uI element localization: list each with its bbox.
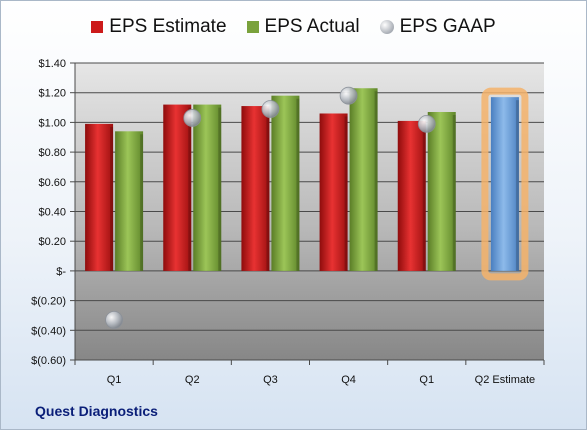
legend: EPS Estimate EPS Actual EPS GAAP [1, 16, 586, 38]
bar-eps-estimate-shade [344, 116, 348, 271]
legend-item-eps-actual: EPS Actual [246, 16, 360, 38]
x-tick-label: Q3 [263, 374, 278, 386]
bar-eps-estimate-shade [110, 126, 114, 271]
legend-item-eps-estimate: EPS Estimate [91, 16, 227, 38]
bar-eps-actual [271, 95, 300, 271]
y-tick-label: $(0.20) [31, 296, 66, 308]
bar-eps-actual-shade [374, 91, 378, 271]
legend-label-eps-gaap: EPS GAAP [399, 16, 496, 37]
legend-swatch-eps-gaap [379, 20, 394, 34]
y-tick-label: $(0.60) [31, 355, 66, 367]
y-tick-label: $1.20 [38, 88, 66, 100]
x-tick-label: Q4 [341, 374, 356, 386]
legend-swatch-eps-actual [246, 21, 259, 33]
x-tick-label: Q2 [185, 374, 200, 386]
bar-eps-actual [427, 112, 456, 271]
marker-eps-gaap [183, 109, 202, 127]
legend-label-eps-estimate: EPS Estimate [109, 16, 227, 37]
bar-eps-actual-shade [296, 98, 300, 271]
bar-eps-estimate [397, 120, 426, 271]
y-tick-label: $0.80 [38, 147, 66, 159]
legend-label-eps-actual: EPS Actual [264, 16, 360, 37]
y-tick-label: $0.60 [38, 177, 66, 189]
bar-eps-estimate-shade [266, 109, 270, 271]
company-name: Quest Diagnostics [35, 403, 158, 419]
x-tick-label: Q2 Estimate [475, 374, 536, 386]
highlight-glow [481, 87, 529, 281]
marker-eps-gaap [417, 114, 436, 133]
bar-eps-actual [193, 104, 222, 271]
bar-eps-estimate-shade [188, 107, 192, 271]
bar-eps-estimate-shade [422, 123, 426, 271]
y-tick-label: $1.40 [38, 58, 66, 70]
x-tick-label: Q1 [107, 374, 122, 386]
bar-eps-actual [349, 88, 378, 271]
marker-eps-gaap [339, 86, 358, 105]
bar-eps-estimate [319, 113, 348, 271]
bar-eps-estimate [241, 106, 270, 271]
bar-eps-estimate [85, 123, 114, 271]
bar-q2-estimate [490, 97, 519, 271]
y-tick-label: $(0.40) [31, 325, 66, 337]
x-tick-label: Q1 [419, 374, 434, 386]
marker-eps-gaap [105, 311, 123, 329]
bar-q2-estimate-shade [515, 100, 519, 271]
y-tick-label: $- [56, 266, 66, 278]
marker-eps-gaap [261, 100, 280, 118]
y-tick-label: $0.20 [38, 236, 66, 248]
bar-eps-actual-shade [140, 134, 144, 271]
bar-eps-actual-shade [452, 115, 456, 271]
bar-eps-estimate [163, 104, 192, 271]
bar-eps-actual-shade [218, 107, 222, 271]
y-tick-label: $1.00 [38, 117, 66, 129]
legend-item-eps-gaap: EPS GAAP [379, 16, 496, 38]
legend-swatch-eps-estimate [91, 21, 104, 33]
bar-eps-actual [115, 131, 144, 271]
y-tick-label: $0.40 [38, 207, 66, 219]
